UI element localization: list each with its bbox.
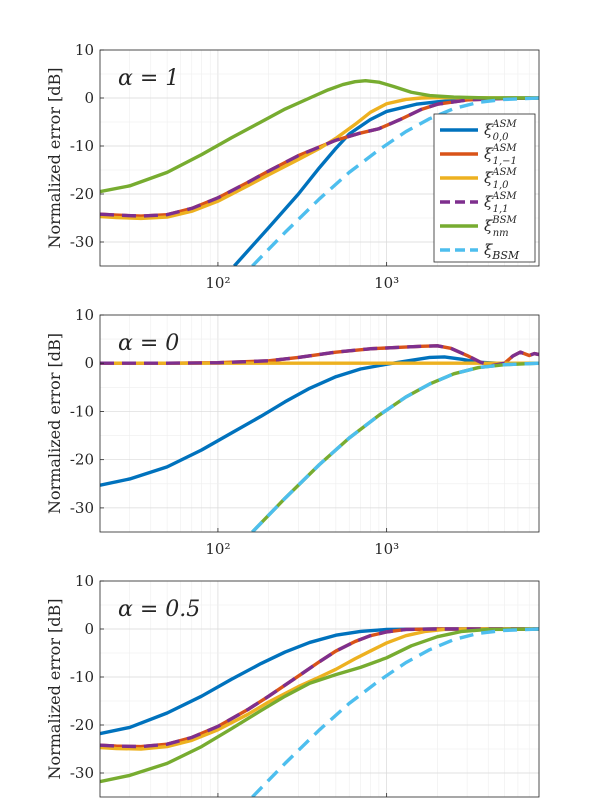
- y-tick-label: -10: [70, 668, 94, 686]
- series-group: [100, 627, 539, 797]
- axes-box: [99, 314, 540, 533]
- y-tick-label: -20: [70, 716, 94, 734]
- y-tick-label: 10: [75, 572, 94, 590]
- x-tick-label: 10²: [205, 274, 230, 292]
- axes-box: [99, 580, 540, 798]
- series-group: [100, 79, 539, 266]
- series-line-bsm: [251, 361, 539, 532]
- y-tick-label: -10: [70, 137, 94, 155]
- legend-entry-bsm: ξBSM: [484, 241, 520, 262]
- y-axis-label: Normalized error [dB]: [45, 333, 64, 514]
- legend-entry-asm00: ξASM 0,0: [484, 119, 517, 143]
- legend-entry-asm1m1: ξASM 1,−1: [484, 143, 517, 167]
- series-line-asm11: [100, 344, 539, 368]
- y-tick-label: 0: [84, 620, 94, 638]
- y-tick-label: 0: [84, 89, 94, 107]
- x-tick-label: 10²: [205, 540, 230, 558]
- series-line-bsm: [251, 627, 539, 797]
- series-line-bsm: [251, 96, 539, 266]
- panel-label: α = 0: [118, 331, 179, 356]
- y-tick-label: 0: [84, 354, 94, 372]
- series-line-asm1m1: [100, 627, 539, 749]
- y-tick-label: -30: [70, 233, 94, 251]
- legend-entry-asm10: ξASM 1,0: [484, 167, 517, 191]
- y-axis-label: Normalized error [dB]: [45, 67, 64, 248]
- x-tick-label: 10³: [374, 540, 399, 558]
- legend-entry-asm11: ξASM 1,1: [484, 191, 517, 215]
- series-line-asm10: [100, 627, 539, 751]
- axes-box: [99, 49, 540, 267]
- y-tick-label: -30: [70, 499, 94, 517]
- series-group: [100, 344, 539, 532]
- panel-1: 10 0 -10 -20 -30 10² 10³ Normalized error [dB] α…: [45, 41, 540, 292]
- y-tick-label: -30: [70, 764, 94, 782]
- y-tick-label: -10: [70, 402, 94, 420]
- series-line-bsmnm: [100, 79, 539, 194]
- y-tick-label: -20: [70, 185, 94, 203]
- series-line-asm00: [100, 627, 539, 736]
- legend-entry-bsmnm: ξBSM nm: [484, 215, 517, 239]
- x-tick-label: 10³: [374, 274, 399, 292]
- y-axis-label: Normalized error [dB]: [45, 598, 64, 779]
- y-tick-label: -20: [70, 451, 94, 469]
- panel-2: 10 0 -10 -20 -30 10² 10³ Normalized error [dB] α…: [45, 306, 540, 558]
- legend-box: [433, 113, 536, 263]
- series-line-bsmnm: [100, 627, 539, 784]
- y-tick-label: 10: [75, 306, 94, 324]
- series-line-asm11: [100, 96, 539, 218]
- y-tick-label: 10: [75, 41, 94, 59]
- panel-label: α = 1: [118, 66, 179, 91]
- panel-label: α = 0.5: [118, 597, 200, 622]
- series-line-bsmnm: [251, 361, 539, 532]
